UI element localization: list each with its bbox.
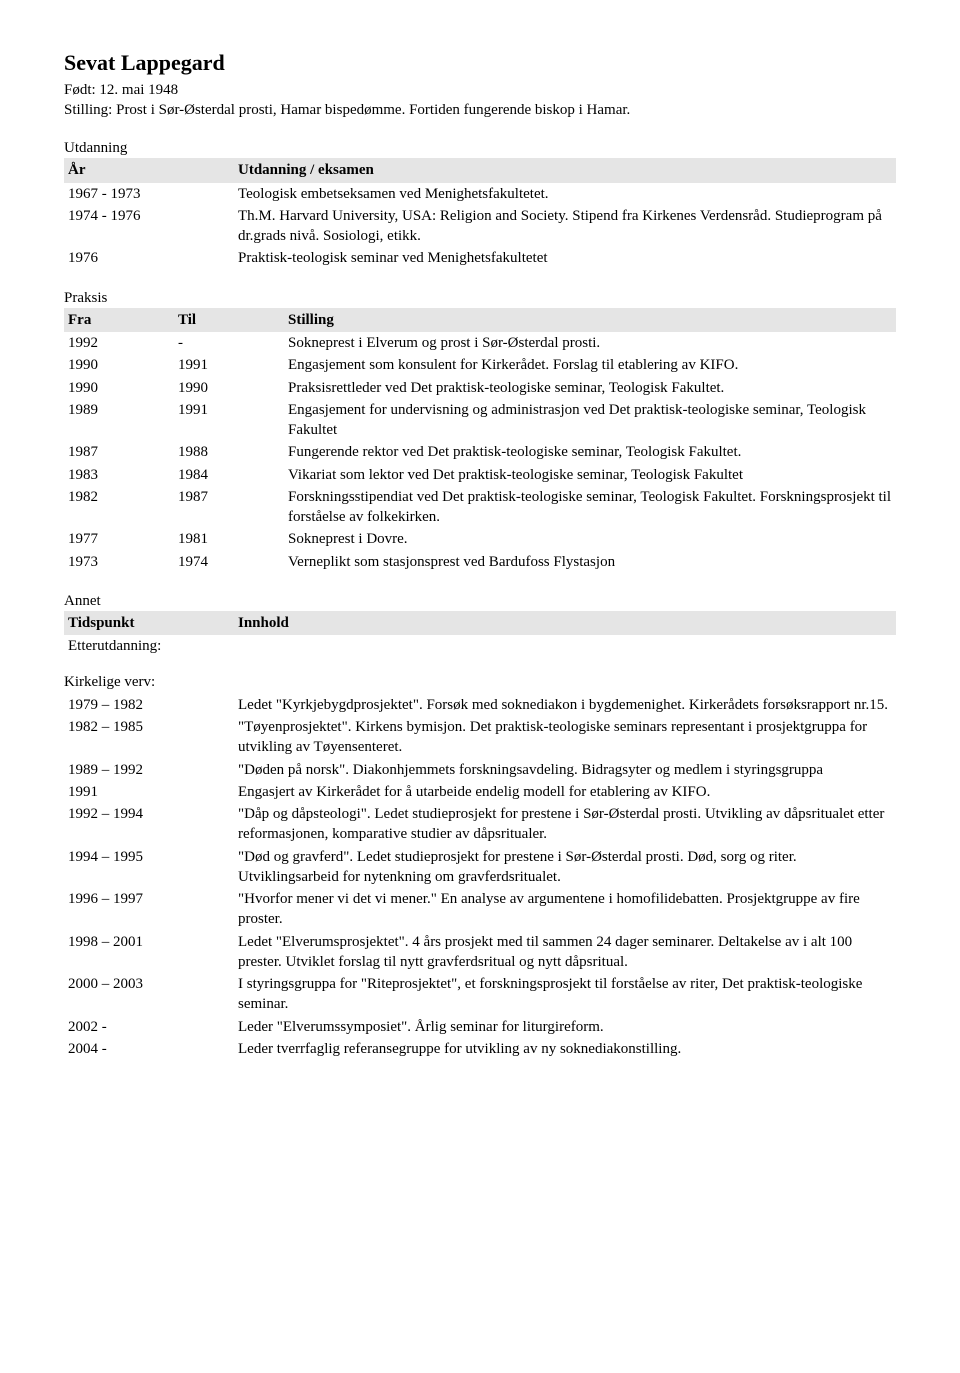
praksis-from: 1982 — [64, 486, 174, 529]
annet-desc: "Tøyenprosjektet". Kirkens bymisjon. Det… — [234, 716, 896, 759]
annet-time: 2000 – 2003 — [64, 973, 234, 1016]
praksis-from: 1973 — [64, 551, 174, 573]
praksis-desc: Praksisrettleder ved Det praktisk-teolog… — [284, 377, 896, 399]
praksis-to: 1991 — [174, 399, 284, 442]
praksis-desc: Vikariat som lektor ved Det praktisk-teo… — [284, 464, 896, 486]
table-row: 19771981Sokneprest i Dovre. — [64, 528, 896, 550]
annet-desc: Leder "Elverumssymposiet". Årlig seminar… — [234, 1016, 896, 1038]
table-row: 19891991Engasjement for undervisning og … — [64, 399, 896, 442]
annet-desc: Leder tverrfaglig referansegruppe for ut… — [234, 1038, 896, 1060]
annet-time: 1982 – 1985 — [64, 716, 234, 759]
table-row: 1991Engasjert av Kirkerådet for å utarbe… — [64, 781, 896, 803]
praksis-from: 1992 — [64, 332, 174, 354]
table-row: 1967 - 1973Teologisk embetseksamen ved M… — [64, 183, 896, 205]
kirkelige-table: 1979 – 1982Ledet "Kyrkjebygdprosjektet".… — [64, 694, 896, 1060]
praksis-desc: Engasjement som konsulent for Kirkerådet… — [284, 354, 896, 376]
table-row: 19821987Forskningsstipendiat ved Det pra… — [64, 486, 896, 529]
table-row: 1992 – 1994"Dåp og dåpsteologi". Ledet s… — [64, 803, 896, 846]
education-year: 1967 - 1973 — [64, 183, 234, 205]
praksis-desc: Forskningsstipendiat ved Det praktisk-te… — [284, 486, 896, 529]
annet-label: Annet — [64, 591, 896, 611]
education-desc: Teologisk embetseksamen ved Menighetsfak… — [234, 183, 896, 205]
praksis-col-pos: Stilling — [284, 308, 896, 332]
annet-col-content: Innhold — [234, 611, 896, 635]
education-label: Utdanning — [64, 138, 896, 158]
praksis-to: 1987 — [174, 486, 284, 529]
education-year: 1976 — [64, 247, 234, 269]
annet-desc: Engasjert av Kirkerådet for å utarbeide … — [234, 781, 896, 803]
praksis-to: 1974 — [174, 551, 284, 573]
table-row: 1974 - 1976Th.M. Harvard University, USA… — [64, 205, 896, 248]
annet-time: 2004 - — [64, 1038, 234, 1060]
etterutdanning-label: Etterutdanning: — [64, 635, 896, 657]
praksis-col-from: Fra — [64, 308, 174, 332]
praksis-from: 1990 — [64, 354, 174, 376]
praksis-table: Fra Til Stilling 1992-Sokneprest i Elver… — [64, 308, 896, 573]
praksis-to: 1981 — [174, 528, 284, 550]
annet-time: 1979 – 1982 — [64, 694, 234, 716]
praksis-label: Praksis — [64, 288, 896, 308]
annet-table: Tidspunkt Innhold Etterutdanning: — [64, 611, 896, 658]
praksis-desc: Verneplikt som stasjonsprest ved Bardufo… — [284, 551, 896, 573]
annet-desc: "Hvorfor mener vi det vi mener." En anal… — [234, 888, 896, 931]
praksis-to: 1991 — [174, 354, 284, 376]
table-row: 2004 -Leder tverrfaglig referansegruppe … — [64, 1038, 896, 1060]
annet-time: 1998 – 2001 — [64, 931, 234, 974]
education-table: År Utdanning / eksamen 1967 - 1973Teolog… — [64, 158, 896, 269]
kirkelige-verv-label: Kirkelige verv: — [64, 672, 896, 692]
table-row: 1989 – 1992"Døden på norsk". Diakonhjemm… — [64, 759, 896, 781]
praksis-to: - — [174, 332, 284, 354]
praksis-from: 1989 — [64, 399, 174, 442]
table-row: 2000 – 2003I styringsgruppa for "Ritepro… — [64, 973, 896, 1016]
annet-time: 1996 – 1997 — [64, 888, 234, 931]
table-row: 1998 – 2001Ledet "Elverumsprosjektet". 4… — [64, 931, 896, 974]
education-col-year: År — [64, 158, 234, 182]
annet-desc: Ledet "Elverumsprosjektet". 4 års prosje… — [234, 931, 896, 974]
table-row: 19871988Fungerende rektor ved Det prakti… — [64, 441, 896, 463]
praksis-desc: Engasjement for undervisning og administ… — [284, 399, 896, 442]
praksis-col-to: Til — [174, 308, 284, 332]
annet-time: 1992 – 1994 — [64, 803, 234, 846]
table-row: 1992-Sokneprest i Elverum og prost i Sør… — [64, 332, 896, 354]
praksis-to: 1990 — [174, 377, 284, 399]
annet-time: 1989 – 1992 — [64, 759, 234, 781]
table-row: 2002 -Leder "Elverumssymposiet". Årlig s… — [64, 1016, 896, 1038]
table-row: 1982 – 1985"Tøyenprosjektet". Kirkens by… — [64, 716, 896, 759]
annet-time: 1994 – 1995 — [64, 846, 234, 889]
annet-desc: Ledet "Kyrkjebygdprosjektet". Forsøk med… — [234, 694, 896, 716]
education-year: 1974 - 1976 — [64, 205, 234, 248]
person-name: Sevat Lappegard — [64, 48, 896, 78]
praksis-desc: Sokneprest i Elverum og prost i Sør-Øste… — [284, 332, 896, 354]
table-row: 1979 – 1982Ledet "Kyrkjebygdprosjektet".… — [64, 694, 896, 716]
praksis-from: 1977 — [64, 528, 174, 550]
table-row: 1996 – 1997"Hvorfor mener vi det vi mene… — [64, 888, 896, 931]
born-line: Født: 12. mai 1948 — [64, 80, 896, 100]
praksis-from: 1983 — [64, 464, 174, 486]
praksis-from: 1990 — [64, 377, 174, 399]
praksis-to: 1984 — [174, 464, 284, 486]
praksis-desc: Fungerende rektor ved Det praktisk-teolo… — [284, 441, 896, 463]
annet-desc: I styringsgruppa for "Riteprosjektet", e… — [234, 973, 896, 1016]
education-desc: Praktisk-teologisk seminar ved Menighets… — [234, 247, 896, 269]
praksis-desc: Sokneprest i Dovre. — [284, 528, 896, 550]
table-row: 19731974Verneplikt som stasjonsprest ved… — [64, 551, 896, 573]
education-col-desc: Utdanning / eksamen — [234, 158, 896, 182]
table-row: 1976Praktisk-teologisk seminar ved Menig… — [64, 247, 896, 269]
annet-desc: "Dåp og dåpsteologi". Ledet studieprosje… — [234, 803, 896, 846]
praksis-to: 1988 — [174, 441, 284, 463]
annet-desc: "Død og gravferd". Ledet studieprosjekt … — [234, 846, 896, 889]
praksis-from: 1987 — [64, 441, 174, 463]
table-row: 19901990Praksisrettleder ved Det praktis… — [64, 377, 896, 399]
table-row: 1994 – 1995"Død og gravferd". Ledet stud… — [64, 846, 896, 889]
position-line: Stilling: Prost i Sør-Østerdal prosti, H… — [64, 100, 896, 120]
annet-col-time: Tidspunkt — [64, 611, 234, 635]
table-row: 19901991Engasjement som konsulent for Ki… — [64, 354, 896, 376]
table-row: 19831984Vikariat som lektor ved Det prak… — [64, 464, 896, 486]
annet-time: 2002 - — [64, 1016, 234, 1038]
education-desc: Th.M. Harvard University, USA: Religion … — [234, 205, 896, 248]
annet-desc: "Døden på norsk". Diakonhjemmets forskni… — [234, 759, 896, 781]
annet-time: 1991 — [64, 781, 234, 803]
